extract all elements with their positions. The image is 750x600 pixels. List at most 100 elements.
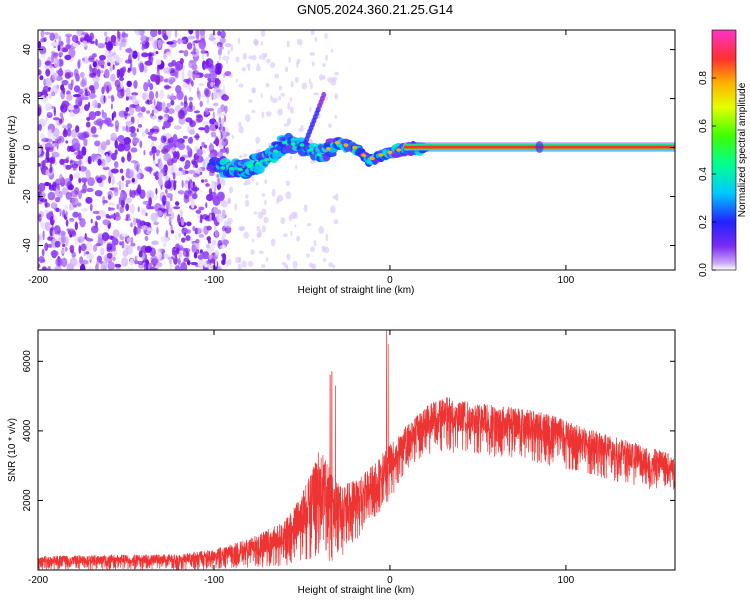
faint-speckle [223, 220, 228, 228]
noise-speckle [47, 236, 53, 241]
faint-speckle [308, 78, 311, 85]
noise-speckle [155, 210, 163, 217]
noise-speckle [44, 221, 51, 231]
noise-speckle [127, 69, 131, 73]
noise-speckle [145, 128, 149, 135]
noise-speckle [125, 96, 129, 101]
noise-speckle [95, 38, 98, 46]
noise-speckle [178, 50, 185, 54]
noise-speckle [48, 182, 52, 189]
noise-speckle [221, 112, 228, 117]
noise-speckle [50, 250, 59, 257]
noise-speckle [182, 247, 189, 257]
faint-speckle [251, 176, 255, 182]
faint-speckle [227, 197, 231, 204]
faint-speckle [303, 204, 308, 213]
noise-speckle [59, 44, 64, 52]
noise-speckle [185, 176, 194, 180]
noise-speckle [157, 171, 164, 179]
noise-speckle [206, 193, 214, 202]
faint-speckle [245, 114, 251, 123]
noise-speckle [53, 106, 56, 117]
signal-highlight [334, 140, 340, 145]
noise-speckle [204, 178, 208, 183]
noise-speckle [121, 257, 129, 267]
faint-speckle [325, 54, 328, 61]
noise-speckle [61, 125, 68, 129]
noise-speckle [59, 112, 64, 118]
noise-speckle [93, 81, 100, 90]
bottom-x-axis-label: Height of straight line (km) [298, 585, 415, 596]
x-tick-label: 0 [387, 575, 393, 586]
noise-speckle [208, 153, 215, 159]
noise-speckle [133, 217, 137, 226]
noise-speckle [64, 72, 72, 79]
noise-speckle [38, 68, 42, 76]
noise-speckle [89, 84, 95, 92]
faint-speckle [238, 83, 244, 88]
noise-speckle [45, 150, 50, 161]
faint-speckle [265, 257, 269, 262]
faint-speckle [226, 260, 229, 267]
noise-speckle [42, 119, 47, 125]
noise-speckle [77, 132, 85, 140]
noise-speckle [125, 106, 130, 112]
faint-speckle [285, 191, 292, 200]
noise-speckle [167, 62, 174, 68]
faint-speckle [292, 260, 298, 269]
noise-speckle [208, 253, 213, 260]
noise-speckle [68, 48, 76, 58]
noise-speckle [151, 240, 159, 246]
faint-speckle [244, 179, 251, 186]
noise-speckle [115, 211, 120, 217]
noise-speckle [80, 189, 87, 194]
noise-speckle [109, 67, 113, 72]
faint-speckle [251, 55, 257, 61]
noise-speckle [157, 30, 162, 35]
noise-speckle [107, 235, 114, 240]
noise-speckle [101, 86, 105, 95]
noise-speckle [157, 39, 162, 49]
noise-speckle [86, 187, 94, 193]
noise-speckle [157, 177, 163, 186]
noise-speckle [126, 244, 133, 255]
faint-speckle [290, 81, 294, 88]
noise-speckle [206, 236, 211, 242]
noise-speckle [213, 87, 220, 95]
noise-speckle [133, 225, 137, 236]
faint-speckle [231, 134, 234, 140]
noise-speckle [86, 238, 94, 242]
faint-speckle [255, 182, 259, 186]
noise-speckle [152, 168, 158, 172]
y-tick-label: 40 [22, 44, 33, 56]
noise-speckle [143, 262, 148, 270]
noise-speckle [130, 222, 133, 228]
noise-speckle [84, 86, 90, 91]
signal-highlight [255, 161, 261, 165]
noise-speckle [82, 87, 86, 92]
noise-speckle [215, 137, 220, 147]
noise-speckle [178, 251, 183, 259]
signal-highlight [281, 140, 287, 145]
noise-speckle [102, 219, 110, 226]
y-tick-label: 0 [22, 144, 33, 150]
noise-speckle [112, 111, 117, 118]
noise-speckle [173, 125, 182, 130]
noise-speckle [141, 92, 147, 101]
noise-speckle [55, 207, 60, 213]
noise-speckle [165, 30, 172, 36]
noise-speckle [133, 80, 138, 89]
noise-speckle [70, 79, 74, 87]
faint-speckle [285, 180, 291, 187]
colorbar-ticks: 0.0 0.2 0.4 0.6 0.8 [698, 71, 716, 277]
noise-speckle [93, 244, 98, 252]
noise-speckle [150, 136, 158, 142]
noise-speckle [209, 142, 213, 149]
x-tick-label: -100 [204, 275, 224, 286]
noise-speckle [207, 108, 215, 112]
noise-speckle [225, 146, 230, 155]
faint-speckle [218, 54, 221, 62]
noise-speckle [70, 190, 79, 198]
noise-speckle [191, 193, 198, 200]
faint-speckle [323, 246, 330, 254]
